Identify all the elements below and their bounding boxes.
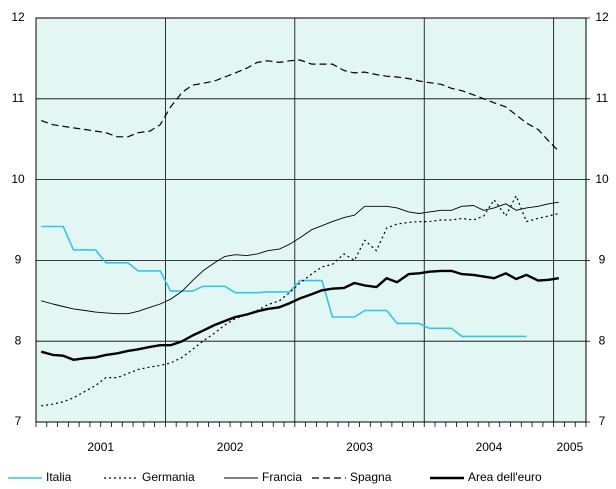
y2-tick-label: 7	[599, 414, 606, 428]
y2-tick-label: 12	[595, 10, 609, 24]
y-tick-label: 8	[15, 333, 22, 347]
series-line	[41, 201, 559, 315]
y-tick-label: 12	[11, 10, 25, 24]
y-tick-label: 11	[12, 91, 25, 105]
y2-tick-label: 9	[599, 253, 606, 267]
legend-label: Germania	[142, 470, 195, 484]
series-line	[41, 59, 560, 152]
y2-tick-label: 10	[595, 172, 609, 186]
y-tick-label: 7	[15, 414, 22, 428]
x-tick-label: 2002	[217, 440, 244, 454]
x-tick-label: 2004	[476, 440, 503, 454]
x-tick-label: 2001	[87, 440, 114, 454]
y2-tick-label: 11	[596, 91, 609, 105]
legend-label: Spagna	[350, 470, 392, 484]
legend-label: Italia	[46, 470, 72, 484]
legend-label: Francia	[262, 470, 302, 484]
legend-label: Area dell'euro	[468, 470, 542, 484]
x-tick-label: 2003	[346, 440, 373, 454]
y-tick-label: 10	[11, 172, 25, 186]
plot-frame	[35, 17, 587, 423]
plot-background	[36, 18, 586, 422]
x-tick-label: 2005	[556, 440, 583, 454]
y-tick-label: 9	[15, 253, 22, 267]
series-line	[40, 269, 559, 361]
series-line	[41, 225, 527, 338]
y2-tick-label: 8	[599, 333, 606, 347]
